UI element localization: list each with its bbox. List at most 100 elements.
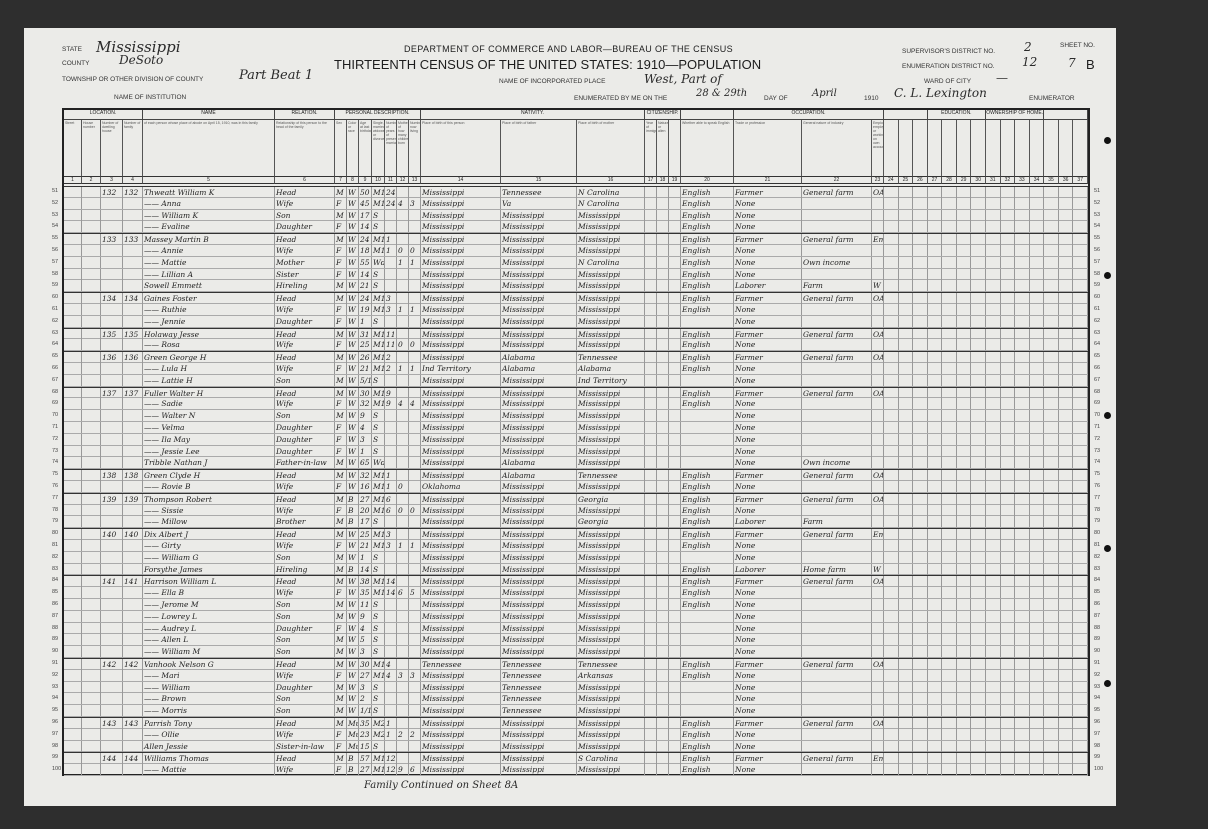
cell-empty	[1059, 234, 1074, 246]
cell-mar: M2	[373, 728, 385, 740]
cell-empty	[986, 470, 1001, 482]
cell-empty	[1001, 398, 1016, 410]
cell-empty	[986, 187, 1001, 198]
cell-race: W	[347, 256, 359, 268]
cell-empty	[986, 622, 1001, 634]
cell-empty	[1073, 718, 1088, 729]
cell-empty	[942, 551, 957, 563]
cell-occ: Farmer	[734, 493, 802, 505]
cell-empty	[1015, 659, 1030, 670]
cell-empty	[899, 209, 914, 221]
cell-empty	[645, 470, 657, 482]
cell-empty	[669, 221, 681, 233]
cell-occ: Farmer	[734, 529, 802, 541]
cell-empty	[899, 481, 914, 492]
cell-age: 30	[359, 387, 372, 399]
line-number: 88	[1094, 624, 1101, 631]
cell-empty	[645, 764, 657, 776]
cell-empty	[884, 681, 899, 693]
column-number: 25	[898, 176, 914, 184]
cell-sex: M	[335, 529, 347, 541]
cell-empty	[942, 693, 957, 705]
supervisor-value: 2	[1024, 40, 1032, 54]
column-header: Number of years of present marriage	[385, 120, 397, 176]
cell-lang: English	[681, 576, 734, 588]
cell-empty	[1001, 339, 1016, 351]
column-header: House number	[82, 120, 101, 176]
cell-name: —— Ella B	[143, 587, 275, 599]
cell-empty	[913, 422, 928, 433]
column-number: 28	[942, 176, 957, 184]
cell-empty	[1015, 470, 1030, 482]
cell-empty	[1044, 293, 1059, 305]
cell-empty	[1001, 352, 1016, 364]
cell-empty	[1015, 352, 1030, 364]
cell-mbp: Mississippi	[577, 764, 645, 776]
cell-empty	[669, 328, 681, 340]
cell-lang: English	[681, 387, 734, 399]
table-row: —— William M Son M W 3 S Mississippi Mississipp…	[64, 646, 1088, 658]
cell-age: 15	[359, 740, 372, 752]
cell-empty	[645, 268, 657, 280]
cell-occ: None	[734, 693, 802, 705]
cell-empty	[82, 540, 101, 551]
cell-empty	[64, 410, 82, 422]
line-number: 68	[52, 388, 59, 395]
cell-empty	[899, 551, 914, 563]
cell-empty	[913, 740, 928, 752]
cell-ind	[802, 587, 872, 599]
cell-empty	[645, 245, 657, 256]
cell-fa	[123, 445, 143, 457]
cell-empty	[1001, 493, 1016, 505]
cell-empty	[657, 256, 669, 268]
line-number: 66	[52, 365, 59, 371]
binding-hole	[1104, 137, 1111, 144]
cell-mbp: Mississippi	[577, 634, 645, 646]
cell-empty	[64, 587, 82, 599]
cell-empty	[657, 234, 669, 246]
cell-lang: English	[681, 268, 734, 280]
cell-occ: None	[734, 705, 802, 717]
table-row: —— MorrisSonMW1/12SMississippiTennesseeM…	[64, 705, 1088, 717]
cell-empty	[1059, 422, 1074, 433]
cell-emp: OA	[873, 718, 884, 729]
cell-empty	[82, 328, 101, 340]
column-header	[971, 120, 986, 176]
cell-empty	[669, 576, 681, 588]
cell-empty	[645, 410, 657, 422]
cell-name: —— Ruthie	[143, 304, 275, 315]
table-row: —— Annie Wife F W 18 M1 1 0 0 Mississippi Mississi…	[64, 245, 1088, 257]
cell-born	[397, 374, 409, 386]
cell-dw: 140	[101, 529, 123, 541]
cell-empty	[1044, 516, 1059, 528]
cell-mbp: Mississippi	[577, 422, 645, 433]
cell-empty	[928, 221, 943, 233]
cell-yrs	[385, 280, 397, 292]
cell-empty	[64, 197, 82, 209]
cell-empty	[1030, 304, 1045, 315]
cell-empty	[1030, 363, 1045, 374]
cell-race: W	[347, 470, 359, 482]
line-number: 80	[1094, 530, 1101, 537]
cell-sex: F	[335, 339, 347, 351]
cell-empty	[913, 693, 928, 705]
cell-empty	[1059, 433, 1074, 445]
ward-label: Ward of city	[924, 78, 972, 85]
cell-fa: 136	[123, 352, 143, 364]
cell-empty	[1073, 493, 1088, 505]
cell-empty	[1015, 234, 1030, 246]
cell-yrs: 14	[386, 576, 397, 588]
cell-empty	[957, 718, 972, 729]
cell-sex: F	[335, 398, 347, 410]
cell-empty	[64, 209, 82, 221]
cell-empty	[913, 718, 928, 729]
cell-fbp: Mississippi	[501, 563, 577, 575]
cell-empty	[957, 622, 972, 634]
cell-name: —— Annie	[143, 245, 275, 256]
cell-rel: Wife	[275, 245, 335, 256]
cell-lang: English	[681, 328, 734, 340]
cell-empty	[645, 339, 657, 351]
cell-empty	[1073, 551, 1088, 563]
cell-empty	[928, 563, 943, 575]
cell-mbp: Mississippi	[577, 245, 645, 256]
